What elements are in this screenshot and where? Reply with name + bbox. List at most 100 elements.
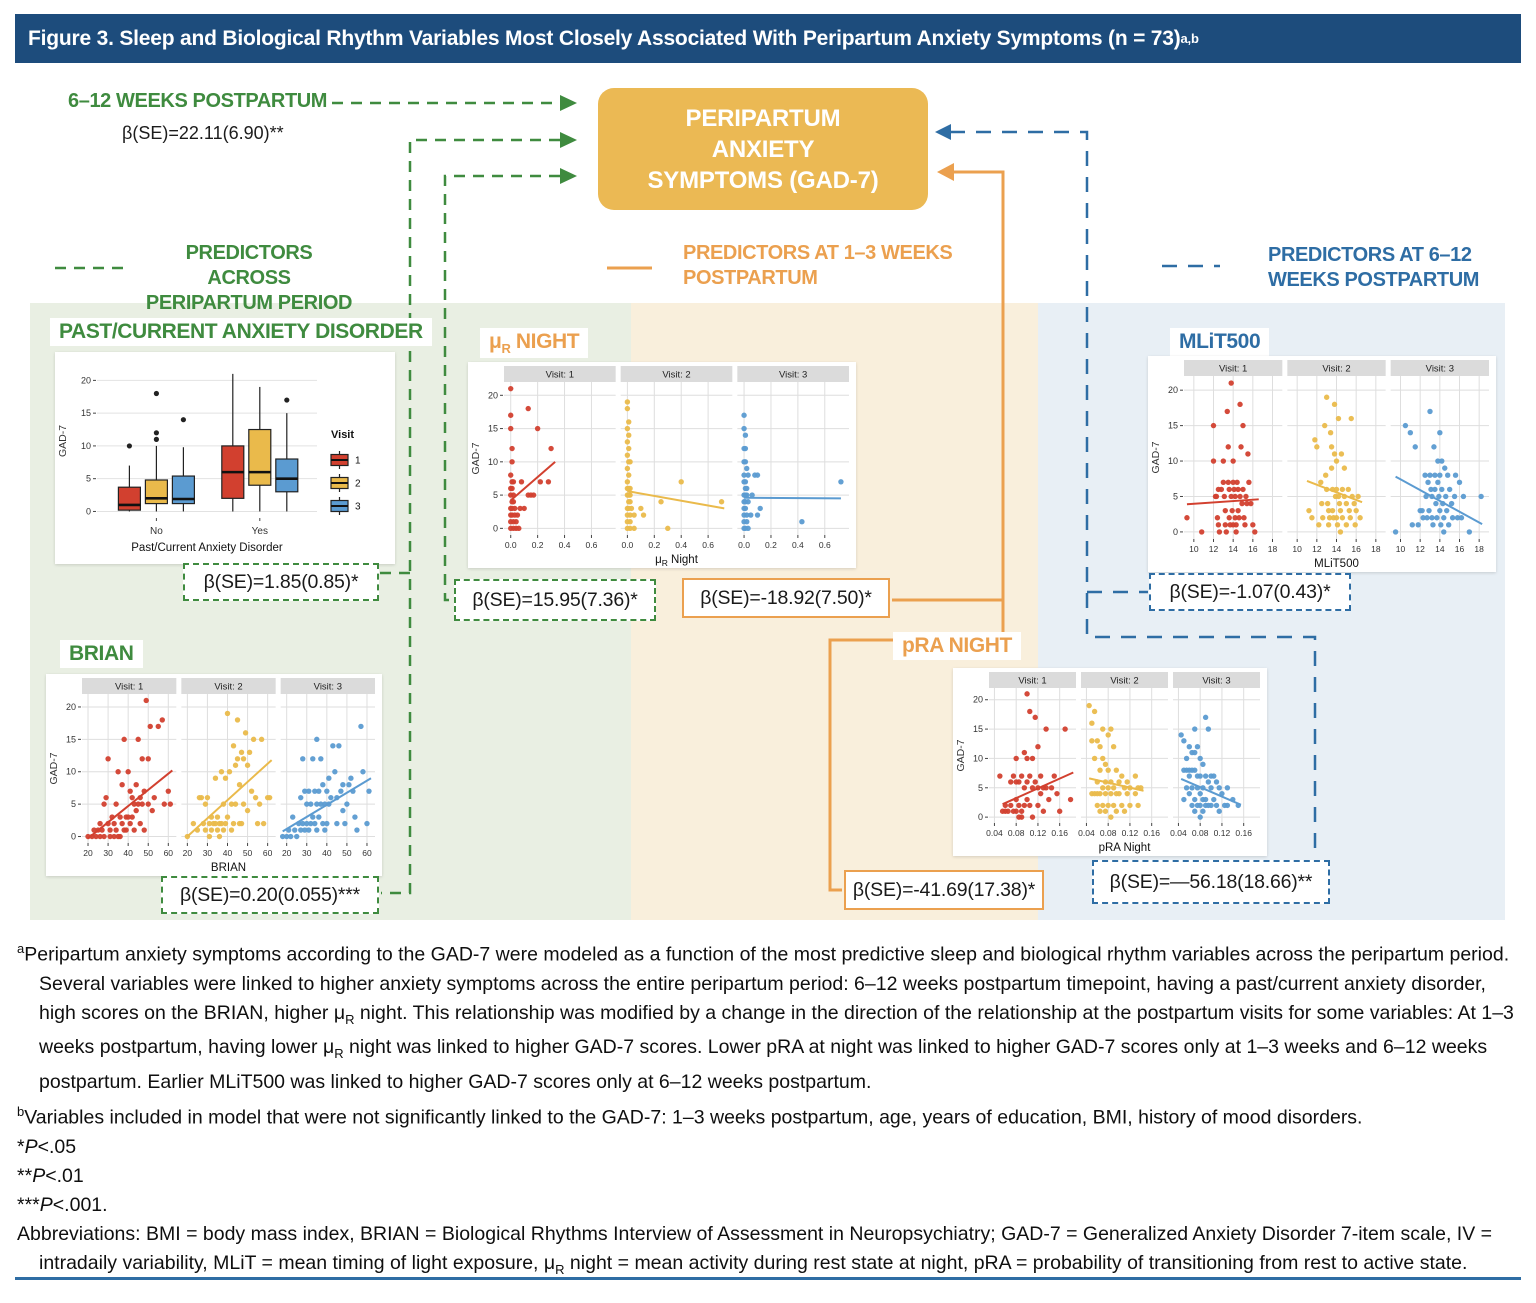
- svg-text:1: 1: [355, 456, 361, 467]
- svg-text:Visit: 3: Visit: 3: [314, 682, 342, 693]
- svg-text:0.12: 0.12: [1122, 828, 1139, 838]
- svg-text:0: 0: [1173, 527, 1178, 537]
- bottom-rule: [15, 1277, 1521, 1280]
- svg-text:50: 50: [143, 848, 153, 858]
- beta-box-mur-orange: β(SE)=-18.92(7.50)*: [682, 578, 890, 618]
- svg-text:15: 15: [973, 724, 983, 734]
- svg-text:0.04: 0.04: [986, 828, 1003, 838]
- green-arrowhead-2-icon: [560, 132, 577, 148]
- svg-text:0.08: 0.08: [1192, 828, 1209, 838]
- footnote-b: bVariables included in model that were n…: [17, 1104, 1363, 1129]
- orange-connector-mur: [892, 170, 1005, 602]
- box-yes-visit-3: [275, 397, 299, 512]
- beta-box-anxiety: β(SE)=1.85(0.85)*: [183, 563, 379, 601]
- svg-text:0.6: 0.6: [819, 540, 831, 550]
- svg-text:10: 10: [1396, 544, 1406, 554]
- svg-text:10: 10: [1292, 544, 1302, 554]
- connector-lines: [55, 95, 1317, 895]
- svg-text:0.0: 0.0: [738, 540, 750, 550]
- svg-text:18: 18: [1474, 544, 1484, 554]
- scatter-mur-night: GAD-7 0 5 10 15 20 Visit: 1 0.0 0.2 0.4 0.6 Visit: …: [468, 362, 856, 568]
- svg-text:GAD-7: GAD-7: [57, 425, 69, 457]
- svg-text:GAD-7: GAD-7: [470, 442, 482, 474]
- svg-text:20: 20: [1168, 385, 1178, 395]
- svg-text:0.16: 0.16: [1143, 828, 1160, 838]
- facet-3: Visit: 3 20 30 40 50 60: [279, 678, 375, 858]
- chart-title-brian: BRIAN: [60, 640, 143, 668]
- svg-text:40: 40: [223, 848, 233, 858]
- facet-2: Visit: 2 0.04 0.08 0.12 0.16: [1078, 672, 1168, 838]
- facet-1: Visit: 1 0.0 0.2 0.4 0.6: [504, 366, 616, 550]
- outcome-box: PERIPARTUM ANXIETY SYMPTOMS (GAD-7): [598, 88, 928, 210]
- svg-text:15: 15: [81, 408, 91, 418]
- svg-text:0.12: 0.12: [1030, 828, 1047, 838]
- svg-text:60: 60: [362, 848, 372, 858]
- svg-text:14: 14: [1228, 544, 1238, 554]
- svg-text:Visit: 2: Visit: 2: [214, 682, 242, 693]
- svg-text:0.4: 0.4: [559, 540, 571, 550]
- beta-box-pra-orange: β(SE)=-41.69(17.38)*: [844, 870, 1044, 910]
- legend-visit-3: 3: [330, 497, 361, 515]
- svg-text:μR Night: μR Night: [655, 554, 699, 568]
- scatter-brian: GAD-7 0 5 10 15 20 Visit: 1 20 30 40 50 60 Visit: 2 2…: [46, 674, 382, 876]
- svg-text:0.08: 0.08: [1008, 828, 1025, 838]
- svg-text:14: 14: [1435, 544, 1445, 554]
- svg-text:12: 12: [1312, 544, 1322, 554]
- blue-arrowhead-icon: [935, 124, 951, 140]
- svg-text:30: 30: [302, 848, 312, 858]
- svg-text:Visit: Visit: [331, 429, 354, 441]
- svg-text:Visit: 2: Visit: 2: [1322, 364, 1350, 375]
- legend-predictors-6-12: PREDICTORS AT 6–12 WEEKS POSTPARTUM: [1268, 244, 1480, 291]
- brian-svg: GAD-7 0 5 10 15 20 Visit: 1 20 30 40 50 60 Visit: 2 2…: [48, 678, 375, 874]
- legend-predictors-1-3: PREDICTORS AT 1–3 WEEKS POSTPARTUM: [683, 242, 953, 289]
- svg-text:GAD-7: GAD-7: [1150, 441, 1162, 473]
- box-yes-visit-2: [248, 386, 272, 512]
- outcome-line-2: ANXIETY: [711, 135, 815, 163]
- orange-arrowhead-icon: [937, 163, 954, 181]
- svg-text:20: 20: [488, 390, 498, 400]
- beta-6-12-weeks: β(SE)=22.11(6.90)**: [122, 123, 284, 143]
- svg-text:0.6: 0.6: [586, 540, 598, 550]
- green-arrowhead-3-icon: [560, 168, 577, 184]
- box-no-visit-1: [117, 443, 142, 512]
- facet-2: Visit: 2 0.0 0.2 0.4 0.6: [620, 366, 733, 550]
- svg-text:10: 10: [973, 753, 983, 763]
- green-arrow-line-3: [443, 174, 560, 602]
- beta-box-mur-green: β(SE)=15.95(7.36)*: [454, 579, 656, 621]
- chart-title-mur-night: μR NIGHT: [480, 328, 589, 359]
- svg-text:0.16: 0.16: [1051, 828, 1068, 838]
- svg-text:14: 14: [1332, 544, 1342, 554]
- svg-text:2: 2: [355, 479, 361, 490]
- box-yes-visit-1: [221, 373, 245, 512]
- green-arrow-line-2: [381, 138, 560, 895]
- svg-text:20: 20: [183, 848, 193, 858]
- green-arrowhead-1-icon: [560, 95, 577, 111]
- facet-3: Visit: 3 0.04 0.08 0.12 0.16: [1170, 672, 1260, 838]
- svg-text:12: 12: [1209, 544, 1219, 554]
- svg-text:5: 5: [86, 474, 91, 484]
- svg-text:0.2: 0.2: [765, 540, 777, 550]
- label-6-12-weeks: 6–12 WEEKS POSTPARTUM: [68, 90, 328, 112]
- svg-text:Visit: 2: Visit: 2: [1110, 676, 1138, 687]
- svg-text:20: 20: [83, 848, 93, 858]
- svg-text:18: 18: [1268, 544, 1278, 554]
- svg-text:GAD-7: GAD-7: [955, 739, 967, 771]
- svg-text:50: 50: [243, 848, 253, 858]
- svg-text:Visit: 1: Visit: 1: [546, 370, 574, 381]
- svg-text:40: 40: [123, 848, 133, 858]
- svg-text:5: 5: [1173, 491, 1178, 501]
- svg-text:15: 15: [1168, 421, 1178, 431]
- chart-title-pra-night: pRA NIGHT: [893, 632, 1021, 660]
- svg-text:Visit: 1: Visit: 1: [1018, 676, 1046, 687]
- svg-text:0.0: 0.0: [621, 540, 633, 550]
- svg-text:Past/Current Anxiety Disorder: Past/Current Anxiety Disorder: [131, 542, 283, 554]
- svg-text:30: 30: [203, 848, 213, 858]
- svg-text:0.2: 0.2: [648, 540, 660, 550]
- svg-text:0.12: 0.12: [1214, 828, 1231, 838]
- abbreviations: Abbreviations: BMI = body mass index, BR…: [17, 1222, 1493, 1277]
- mlit-svg: GAD-7 0 5 10 15 20 Visit: 1 10 12 14 16 18 Visit: 2 1…: [1150, 360, 1489, 570]
- scatter-mlit500: GAD-7 0 5 10 15 20 Visit: 1 10 12 14 16 18 Visit: 2 1…: [1148, 356, 1496, 572]
- svg-text:16: 16: [1455, 544, 1465, 554]
- svg-text:50: 50: [342, 848, 352, 858]
